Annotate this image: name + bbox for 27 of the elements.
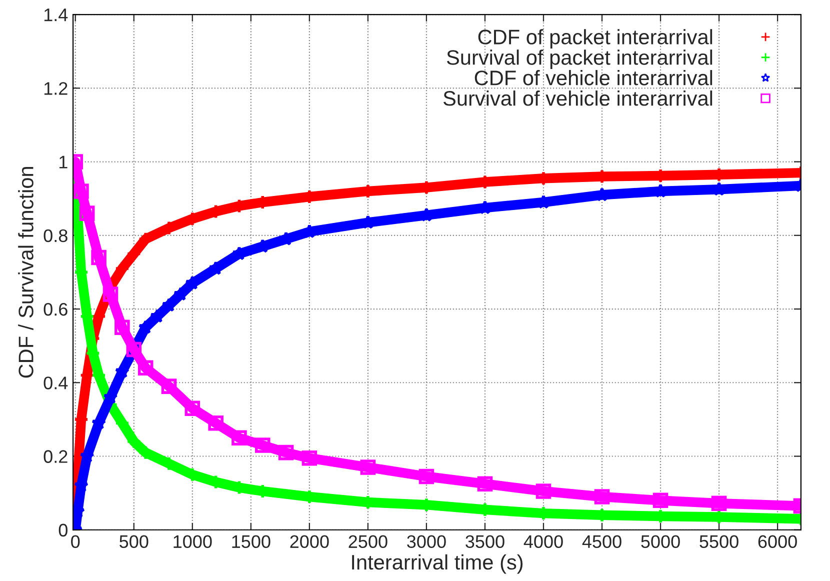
legend-label: Survival of packet interarrival — [446, 50, 712, 69]
x-tick-label: 2500 — [348, 535, 388, 548]
x-tick-label: 2000 — [290, 535, 329, 548]
x-tick-label: 500 — [120, 535, 148, 548]
legend-label: CDF of packet interarrival — [478, 29, 712, 49]
x-tick-label: 0 — [71, 535, 80, 548]
x-tick-label: 1000 — [174, 535, 212, 548]
y-tick-label: 0.2 — [44, 450, 68, 463]
x-tick-label: 5000 — [641, 535, 680, 548]
x-tick-label: 3000 — [407, 535, 446, 548]
legend-label: Survival of vehicle interarrival — [443, 90, 712, 106]
x-tick-label: 5500 — [700, 535, 738, 548]
y-tick-label: 0 — [58, 524, 68, 537]
y-tick-label: 0.6 — [44, 302, 68, 316]
y-tick-label: 1 — [60, 156, 68, 168]
y-axis-title: CDF / Survival function — [18, 167, 34, 378]
x-tick-label: 4500 — [582, 535, 622, 548]
x-axis-title: Interarrival time (s) — [352, 554, 523, 574]
x-tick-label: 1500 — [232, 535, 270, 548]
x-tick-label: 6000 — [758, 535, 797, 548]
y-tick-label: 1.4 — [44, 8, 68, 22]
y-tick-label: 0.4 — [44, 376, 68, 390]
y-tick-label: 0.8 — [44, 229, 68, 242]
x-tick-label: 3500 — [466, 535, 504, 548]
legend-label: CDF of vehicle interarrival — [474, 70, 712, 86]
x-tick-label: 4000 — [524, 535, 563, 548]
y-tick-label: 1.2 — [44, 82, 68, 95]
